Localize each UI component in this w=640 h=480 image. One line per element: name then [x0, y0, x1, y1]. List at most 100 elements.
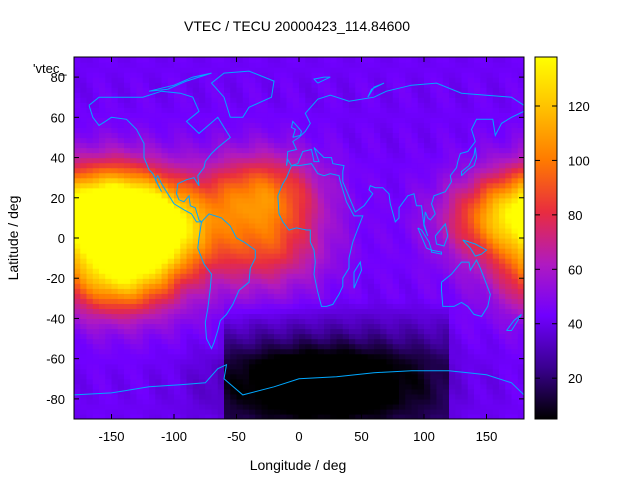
heatmap-cell [517, 303, 524, 309]
heatmap-cell [111, 107, 119, 113]
heatmap-cell [392, 303, 400, 309]
heatmap-cell [86, 167, 94, 174]
heatmap-cell [292, 253, 300, 259]
heatmap-cell [142, 368, 150, 375]
heatmap-cell [342, 373, 350, 380]
heatmap-cell [155, 413, 163, 419]
heatmap-cell [386, 92, 394, 98]
heatmap-cell [299, 338, 306, 345]
heatmap-cell [74, 222, 81, 229]
heatmap-cell [236, 227, 244, 234]
heatmap-cell [324, 358, 331, 365]
heatmap-cell [505, 293, 513, 299]
heatmap-cell [355, 353, 363, 360]
heatmap-cell [367, 132, 375, 139]
heatmap-cell [124, 137, 131, 144]
heatmap-cell [399, 102, 406, 108]
heatmap-cell [367, 273, 375, 279]
heatmap-cell [380, 177, 388, 184]
heatmap-cell [186, 398, 194, 405]
heatmap-cell [305, 167, 313, 174]
heatmap-cell [486, 192, 494, 199]
heatmap-cell [330, 283, 338, 289]
heatmap-cell [367, 152, 375, 159]
heatmap-cell [392, 263, 400, 269]
heatmap-cell [99, 67, 106, 73]
heatmap-cell [467, 343, 475, 350]
heatmap-cell [205, 212, 213, 219]
heatmap-cell [480, 378, 488, 385]
heatmap-cell [136, 112, 144, 118]
heatmap-cell [392, 227, 400, 234]
heatmap-cell [511, 313, 519, 320]
heatmap-cell [217, 207, 225, 214]
heatmap-cell [474, 248, 481, 254]
heatmap-cell [99, 398, 106, 405]
heatmap-cell [117, 152, 125, 159]
heatmap-cell [292, 142, 300, 149]
heatmap-cell [130, 348, 138, 355]
heatmap-cell [74, 122, 81, 128]
heatmap-cell [86, 227, 94, 234]
heatmap-cell [349, 137, 356, 144]
heatmap-cell [517, 82, 524, 88]
heatmap-cell [367, 222, 375, 229]
heatmap-cell [299, 122, 306, 128]
heatmap-cell [486, 152, 494, 159]
heatmap-cell [161, 207, 169, 214]
heatmap-cell [92, 117, 100, 123]
heatmap-cell [180, 333, 188, 340]
heatmap-cell [380, 263, 388, 269]
heatmap-cell [86, 253, 94, 259]
heatmap-cell [155, 77, 163, 83]
heatmap-cell [180, 142, 188, 149]
heatmap-cell [242, 378, 250, 385]
heatmap-cell [180, 167, 188, 174]
heatmap-cell [99, 197, 106, 204]
heatmap-cell [467, 77, 475, 83]
heatmap-cell [386, 373, 394, 380]
heatmap-cell [155, 117, 163, 123]
heatmap-cell [92, 67, 100, 73]
heatmap-cell [355, 378, 363, 385]
heatmap-cell [324, 258, 331, 264]
heatmap-cell [142, 298, 150, 304]
heatmap-cell [505, 368, 513, 375]
heatmap-cell [467, 353, 475, 360]
heatmap-cell [142, 263, 150, 269]
heatmap-cell [336, 82, 344, 88]
heatmap-cell [205, 348, 213, 355]
heatmap-cell [155, 137, 163, 144]
heatmap-cell [424, 107, 431, 113]
heatmap-cell [455, 192, 463, 199]
heatmap-cell [361, 413, 369, 419]
heatmap-cell [436, 122, 444, 128]
heatmap-cell [80, 358, 88, 365]
heatmap-cell [330, 288, 338, 294]
heatmap-cell [255, 288, 263, 294]
heatmap-cell [461, 323, 469, 330]
heatmap-cell [342, 338, 350, 345]
heatmap-cell [361, 398, 369, 405]
heatmap-cell [436, 298, 444, 304]
heatmap-cell [155, 358, 163, 365]
heatmap-cell [505, 87, 513, 93]
heatmap-cell [474, 388, 481, 395]
heatmap-cell [511, 378, 519, 385]
heatmap-cell [355, 152, 363, 159]
heatmap-cell [211, 132, 219, 139]
heatmap-cell [255, 268, 263, 274]
heatmap-cell [199, 152, 206, 159]
heatmap-cell [186, 273, 194, 279]
heatmap-cell [292, 177, 300, 184]
heatmap-cell [74, 157, 81, 164]
heatmap-cell [299, 273, 306, 279]
heatmap-cell [224, 353, 231, 360]
heatmap-cell [86, 353, 94, 360]
heatmap-cell [105, 197, 113, 204]
heatmap-cell [436, 373, 444, 380]
heatmap-cell [449, 142, 456, 149]
heatmap-cell [336, 308, 344, 315]
heatmap-cell [236, 122, 244, 128]
heatmap-cell [142, 197, 150, 204]
